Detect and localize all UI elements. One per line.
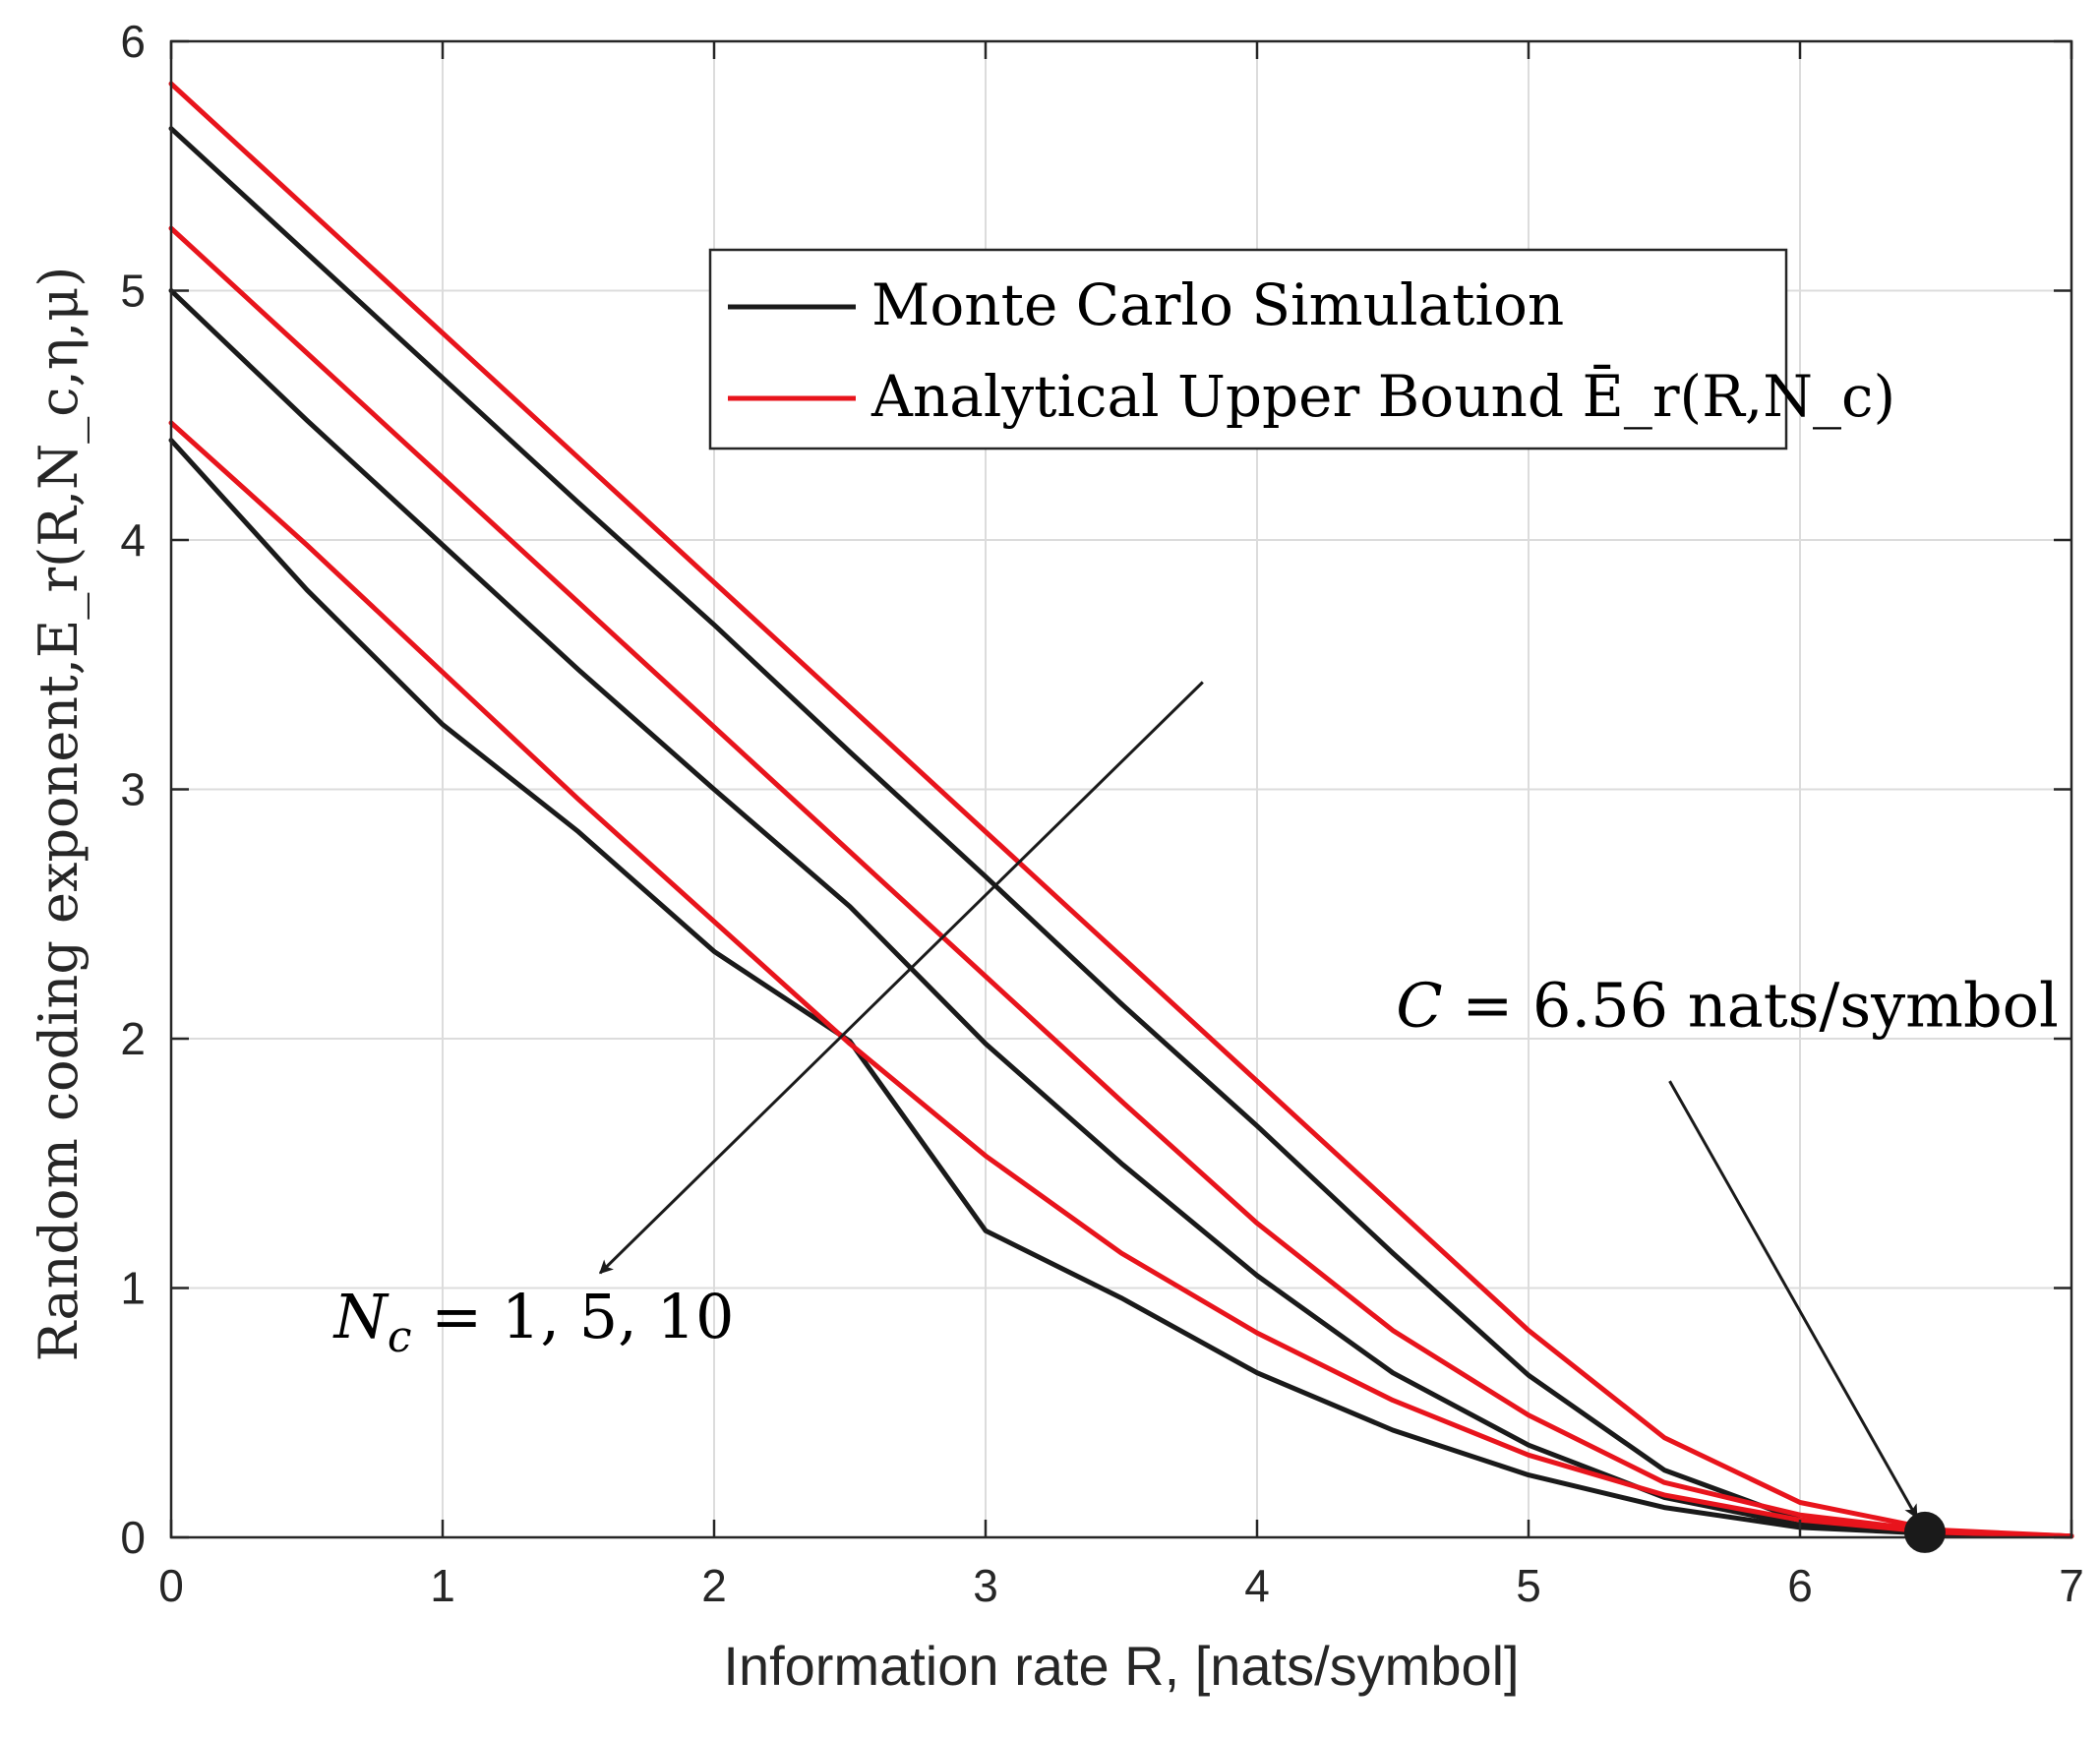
- series-line-mc-2: [168, 288, 2074, 1539]
- nc-sub: c: [388, 1312, 412, 1362]
- x-tick-label: 4: [1244, 1560, 1270, 1611]
- y-tick-label: 4: [120, 514, 146, 566]
- y-tick-label: 0: [120, 1512, 146, 1563]
- y-tick-label: 1: [120, 1263, 146, 1314]
- x-tick-label: 3: [973, 1560, 998, 1611]
- annotations: C = 6.56 nats/symbol Nc = 1, 5, 10: [332, 681, 2059, 1553]
- y-tick-label: 2: [120, 1013, 146, 1064]
- x-tick-label: 7: [2059, 1560, 2084, 1611]
- capacity-value: 6.56: [1532, 969, 1668, 1041]
- capacity-annotation: C = 6.56 nats/symbol: [1396, 969, 2059, 1041]
- y-tick-label: 6: [120, 16, 146, 67]
- x-axis-label: Information rate R, [nats/symbol]: [723, 1635, 1519, 1697]
- x-tick-label: 1: [430, 1560, 455, 1611]
- y-tick-label: 3: [120, 764, 146, 815]
- nc-annotation: Nc = 1, 5, 10: [332, 1281, 735, 1362]
- series-line-mc-1: [168, 438, 2074, 1539]
- nc-arrow: [599, 681, 1204, 1275]
- series-line-ub-3: [168, 81, 2074, 1539]
- legend-label-ub: Analytical Upper Bound Ē_r(R,N_c): [870, 363, 1895, 430]
- capacity-point: [1903, 1511, 1946, 1553]
- nc-values: 1, 5, 10: [502, 1281, 735, 1352]
- legend-label-mc: Monte Carlo Simulation: [871, 271, 1564, 338]
- legend: Monte Carlo Simulation Analytical Upper …: [708, 248, 1895, 450]
- nc-eq: =: [412, 1281, 502, 1352]
- series-line-ub-2: [168, 225, 2074, 1539]
- y-tick-label: 5: [120, 266, 146, 317]
- x-tick-label: 0: [158, 1560, 184, 1611]
- y-axis-ticks: 0 1 2 3 4 5 6: [120, 16, 2071, 1563]
- x-tick-label: 6: [1787, 1560, 1813, 1611]
- y-axis-label: Random coding exponent,E_r(R,N_c,η,μ): [28, 267, 90, 1362]
- capacity-eq: =: [1443, 969, 1532, 1041]
- x-axis-ticks: 0 1 2 3 4 5 6 7: [158, 41, 2084, 1611]
- series-group: [168, 81, 2074, 1539]
- capacity-lhs: C: [1396, 969, 1442, 1041]
- series-line-ub-1: [168, 420, 2074, 1539]
- x-tick-label: 2: [701, 1560, 727, 1611]
- x-tick-label: 5: [1516, 1560, 1541, 1611]
- legend-box: [708, 248, 1788, 450]
- capacity-unit: nats/symbol: [1668, 969, 2059, 1041]
- capacity-arrow: [1668, 1080, 1918, 1519]
- nc-lhs: N: [332, 1281, 390, 1352]
